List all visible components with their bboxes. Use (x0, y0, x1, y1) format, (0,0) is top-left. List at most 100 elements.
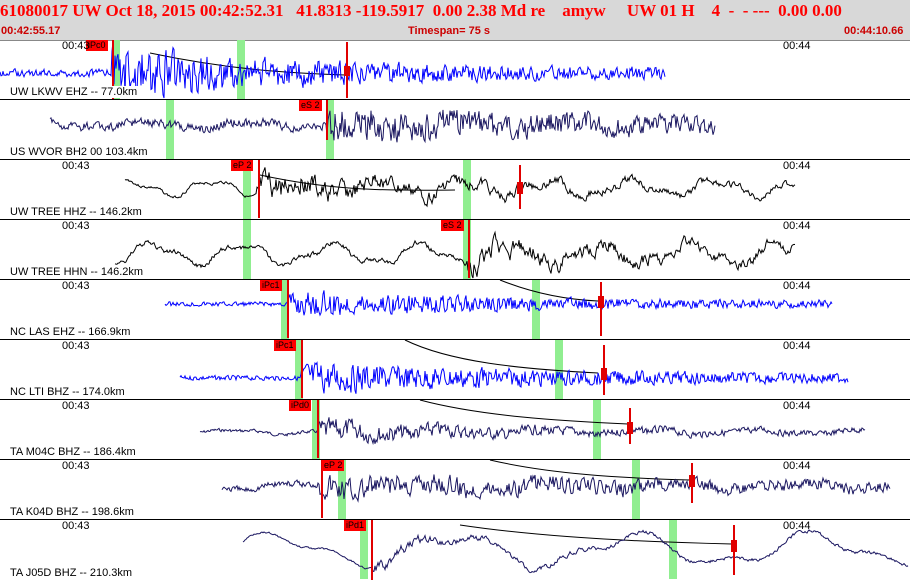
waveform-j05d[interactable] (0, 520, 910, 580)
time-label-left: 00:43 (62, 520, 90, 532)
p-pick-marker[interactable] (301, 340, 303, 398)
pick-window (326, 100, 334, 159)
pick-window (312, 400, 320, 459)
pick-label: eP 2 (322, 460, 345, 471)
time-label-right: 00:44 (783, 520, 811, 532)
time-label-left: 00:43 (62, 460, 90, 472)
trace-panel-lkwv[interactable]: iPc0 00:43 00:44 UW LKWV EHZ -- 77.0km (0, 40, 910, 100)
s-pick-marker[interactable] (326, 100, 328, 140)
pick-window (593, 400, 601, 459)
waveform-wvor[interactable] (0, 100, 910, 160)
travel-time-curve (459, 524, 733, 545)
pick-window (338, 460, 346, 519)
s-pick-marker[interactable] (600, 282, 602, 336)
pick-label: iPc0 (86, 40, 108, 51)
pick-label: iPc1 (274, 340, 296, 351)
station-label: UW LKWV EHZ -- 77.0km (10, 86, 139, 98)
time-label-right: 00:44 (783, 40, 811, 52)
amplitude-marker (344, 66, 350, 76)
waveform-lkwv[interactable] (0, 40, 910, 100)
pick-window (281, 280, 289, 339)
waveform-k04d[interactable] (0, 459, 910, 520)
trace-panel-tree-hhn[interactable]: eS 2 00:43 00:44 UW TREE HHN -- 146.2km (0, 220, 910, 280)
amplitude-marker (689, 475, 695, 487)
time-label-left: 00:43 (62, 40, 90, 52)
pick-window (237, 40, 245, 99)
pick-label: eP 2 (231, 160, 254, 171)
pick-label: eS 2 (441, 220, 464, 231)
amplitude-marker (601, 368, 607, 380)
pick-window (243, 220, 251, 279)
p-pick-marker[interactable] (371, 520, 373, 580)
waveform-m04c-line (199, 417, 866, 446)
pick-label: iPc1 (260, 280, 282, 291)
time-label-right: 00:44 (783, 340, 811, 352)
trace-panel-las[interactable]: iPc1 00:43 00:44 NC LAS EHZ -- 166.9km (0, 279, 910, 340)
time-label-right: 00:44 (783, 460, 811, 472)
trace-panel-m04c[interactable]: iPd0 00:43 00:44 TA M04C BHZ -- 186.4km (0, 399, 910, 460)
p-pick-marker[interactable] (321, 460, 323, 518)
station-label: NC LTI BHZ -- 174.0km (10, 386, 126, 398)
pick-label: eS 2 (299, 100, 322, 111)
station-label: UW TREE HHZ -- 146.2km (10, 206, 143, 218)
start-time: 00:42:55.17 (1, 25, 61, 37)
pick-window (555, 340, 563, 399)
waveform-tree-hhn-line (114, 230, 796, 279)
pick-window (463, 220, 471, 279)
time-label-right: 00:44 (783, 220, 811, 232)
waveform-las-line (164, 290, 833, 317)
trace-panel-k04d[interactable]: eP 2 00:43 00:44 TA K04D BHZ -- 198.6km (0, 459, 910, 520)
timespan: Timespan= 75 s (408, 25, 491, 37)
trace-panel-wvor[interactable]: eS 2 US WVOR BH2 00 103.4km (0, 100, 910, 160)
pick-window (295, 340, 303, 399)
station-label: TA K04D BHZ -- 198.6km (10, 506, 135, 518)
amplitude-marker (517, 182, 523, 194)
waveform-m04c[interactable] (0, 399, 910, 460)
amplitude-marker (627, 422, 633, 434)
pick-window (632, 460, 640, 519)
p-pick-marker[interactable] (112, 40, 114, 99)
p-pick-marker[interactable] (287, 280, 289, 338)
time-label-right: 00:44 (783, 280, 811, 292)
time-label-left: 00:43 (62, 340, 90, 352)
travel-time-curve (489, 459, 691, 481)
time-label-right: 00:44 (783, 400, 811, 412)
time-label-right: 00:44 (783, 160, 811, 172)
waveform-k04d-line (221, 474, 891, 503)
waveform-tree-hhz[interactable] (0, 160, 910, 220)
amplitude-marker (731, 540, 737, 552)
s-pick-marker[interactable] (468, 220, 470, 278)
waveform-lti[interactable] (0, 339, 910, 400)
pick-window (243, 160, 251, 219)
trace-panel-lti[interactable]: iPc1 00:43 00:44 NC LTI BHZ -- 174.0km (0, 339, 910, 400)
time-label-left: 00:43 (62, 280, 90, 292)
time-label-left: 00:43 (62, 220, 90, 232)
travel-time-curve (419, 399, 629, 425)
waveform-lkwv-line (0, 41, 666, 99)
travel-time-curve (499, 279, 599, 302)
waveform-j05d-line (242, 529, 909, 574)
travel-time-curve (149, 52, 346, 76)
pick-window (360, 520, 368, 579)
station-label: UW TREE HHN -- 146.2km (10, 266, 145, 278)
event-header: 61080017 UW Oct 18, 2015 00:42:52.31 41.… (0, 0, 910, 41)
time-label-left: 00:43 (62, 400, 90, 412)
station-label: NC LAS EHZ -- 166.9km (10, 326, 132, 338)
travel-time-curve (404, 339, 599, 374)
pick-window (112, 40, 120, 99)
end-time: 00:44:10.66 (844, 25, 904, 37)
trace-panel-j05d[interactable]: iPd1 00:43 00:44 TA J05D BHZ -- 210.3km (0, 520, 910, 580)
waveform-wvor-line (49, 109, 716, 144)
pick-window (166, 100, 174, 159)
event-summary: 61080017 UW Oct 18, 2015 00:42:52.31 41.… (0, 1, 842, 20)
pick-window (669, 520, 677, 579)
pick-label: iPd1 (344, 520, 367, 531)
pick-window (463, 160, 471, 219)
seismogram-panels: iPc0 00:43 00:44 UW LKWV EHZ -- 77.0km e… (0, 40, 910, 580)
waveform-tree-hhz-line (124, 167, 796, 208)
waveform-tree-hhn[interactable] (0, 220, 910, 280)
waveform-las[interactable] (0, 279, 910, 340)
trace-panel-tree-hhz[interactable]: eP 2 00:43 00:44 UW TREE HHZ -- 146.2km (0, 160, 910, 220)
p-pick-marker[interactable] (258, 160, 260, 218)
p-pick-marker[interactable] (317, 400, 319, 458)
